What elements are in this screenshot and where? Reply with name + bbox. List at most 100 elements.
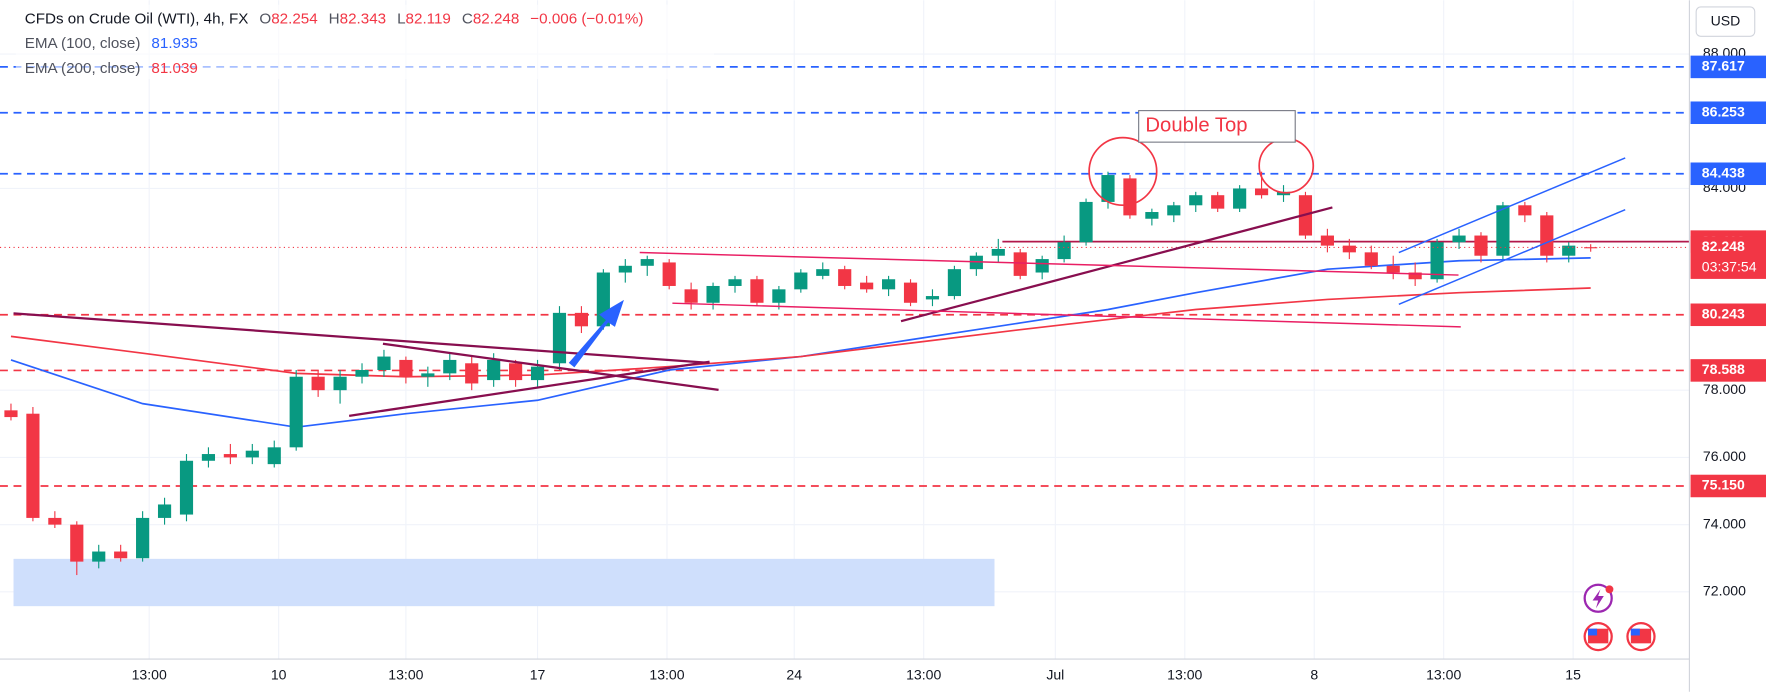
level-label-box: [1690, 55, 1766, 79]
candle-body: [1408, 272, 1422, 280]
x-tick-label: 10: [271, 667, 287, 683]
candle-body: [4, 410, 18, 418]
candle-body: [728, 279, 742, 286]
candle-body: [903, 282, 918, 303]
level-label-box: [1690, 474, 1766, 498]
indicator-line: EMA (200, close) 81.039: [25, 60, 198, 77]
currency: USD: [1711, 12, 1741, 28]
indicator-value: 81.039: [151, 60, 197, 77]
candle-body: [70, 524, 84, 562]
grid: [0, 0, 1690, 660]
candle-body: [750, 279, 764, 303]
x-tick-label: 13:00: [649, 667, 684, 683]
flag-canton: [1588, 628, 1598, 636]
alert-glyph: [1592, 589, 1604, 609]
candle-body: [1167, 205, 1181, 216]
level-label: 84.438: [1702, 164, 1745, 180]
header: CFDs on Crude Oil (WTI), 4h, FX O82.254 …: [15, 4, 715, 80]
candle-body: [1562, 245, 1576, 256]
candle-body: [465, 363, 479, 384]
toolbar-icons: [1583, 583, 1656, 652]
candle-body: [1386, 265, 1400, 273]
currency-box: USD: [1695, 6, 1756, 37]
candle-body: [991, 248, 1005, 256]
candle-body: [333, 376, 347, 391]
candle-body: [92, 551, 106, 562]
last-price-label: 82.248: [1702, 238, 1745, 254]
candle-body: [245, 450, 259, 458]
x-tick-label: 15: [1565, 667, 1581, 683]
candle-body: [1013, 252, 1027, 276]
candle-body: [311, 376, 325, 391]
x-tick-label: Jul: [1046, 667, 1064, 683]
candle-body: [289, 376, 303, 448]
candle-body: [1342, 245, 1356, 253]
candle-body: [377, 356, 391, 371]
level-label: 87.617: [1702, 58, 1745, 74]
annotation: Double Top: [1145, 115, 1247, 137]
y-tick-label: 72.000: [1703, 583, 1746, 599]
candle-body: [574, 312, 589, 327]
candle-body: [684, 289, 698, 303]
level-label: 78.588: [1702, 361, 1745, 377]
alert-dot: [1605, 585, 1614, 594]
arrow: [568, 299, 624, 368]
ohlc-label: C: [462, 10, 473, 27]
y-tick-label: 78.000: [1703, 381, 1746, 397]
x-tick-label: 13:00: [906, 667, 941, 683]
candle-body: [1101, 175, 1115, 202]
x-tick-label: 13:00: [1426, 667, 1461, 683]
level-label-box: [1690, 359, 1766, 382]
candle-body: [706, 285, 720, 303]
candle-body: [26, 413, 40, 518]
header-backdrop: [15, 4, 715, 80]
indicator-value: 81.935: [151, 35, 197, 52]
candle-body: [530, 366, 545, 381]
channel-line: [1398, 209, 1626, 306]
candle-body: [640, 259, 654, 266]
ohlc-label: O: [259, 10, 271, 27]
trend-line: [348, 360, 710, 417]
candle-body: [201, 454, 216, 461]
annotation-box: [1138, 110, 1296, 143]
candle-body: [860, 282, 874, 290]
candle-body: [1145, 212, 1159, 219]
ema-line: [10, 257, 1591, 429]
candle-body: [179, 460, 194, 515]
ohlc-value: 82.248: [473, 10, 519, 27]
candle-body: [1452, 235, 1466, 243]
level-label: 75.150: [1702, 477, 1745, 493]
candle-body: [1320, 235, 1334, 246]
candle-body: [223, 454, 237, 458]
countdown: 03:37:54: [1702, 258, 1757, 274]
candle-body: [487, 359, 501, 381]
candle-body: [1035, 259, 1049, 273]
ohlc-label: L: [397, 10, 405, 27]
x-tick-label: 13:00: [1167, 667, 1202, 683]
candle-body: [1496, 205, 1510, 256]
trend-line: [382, 342, 719, 392]
ohlc-value: 82.254: [271, 10, 317, 27]
x-tick-label: 13:00: [388, 667, 423, 683]
demand-zone: [13, 558, 995, 607]
candle-body: [114, 551, 128, 559]
x-tick-label: 24: [786, 667, 802, 683]
candle-body: [136, 517, 150, 559]
ohlc-value: 82.343: [340, 10, 386, 27]
y-tick-label: 76.000: [1703, 448, 1746, 464]
x-tick-label: 8: [1310, 667, 1318, 683]
indicator-line: EMA (100, close) 81.935: [25, 35, 198, 52]
candle-body: [355, 370, 369, 377]
candle-body: [772, 289, 786, 303]
candle-body: [1123, 178, 1137, 216]
marker-circle: [1088, 136, 1158, 207]
level-label: 86.253: [1702, 103, 1745, 119]
candle-body: [509, 363, 523, 381]
candle-body: [1540, 215, 1554, 256]
candle-body: [443, 359, 457, 374]
candle-body: [1364, 252, 1378, 266]
candle-body: [157, 504, 172, 518]
indicator-name: EMA (200, close): [25, 60, 141, 77]
